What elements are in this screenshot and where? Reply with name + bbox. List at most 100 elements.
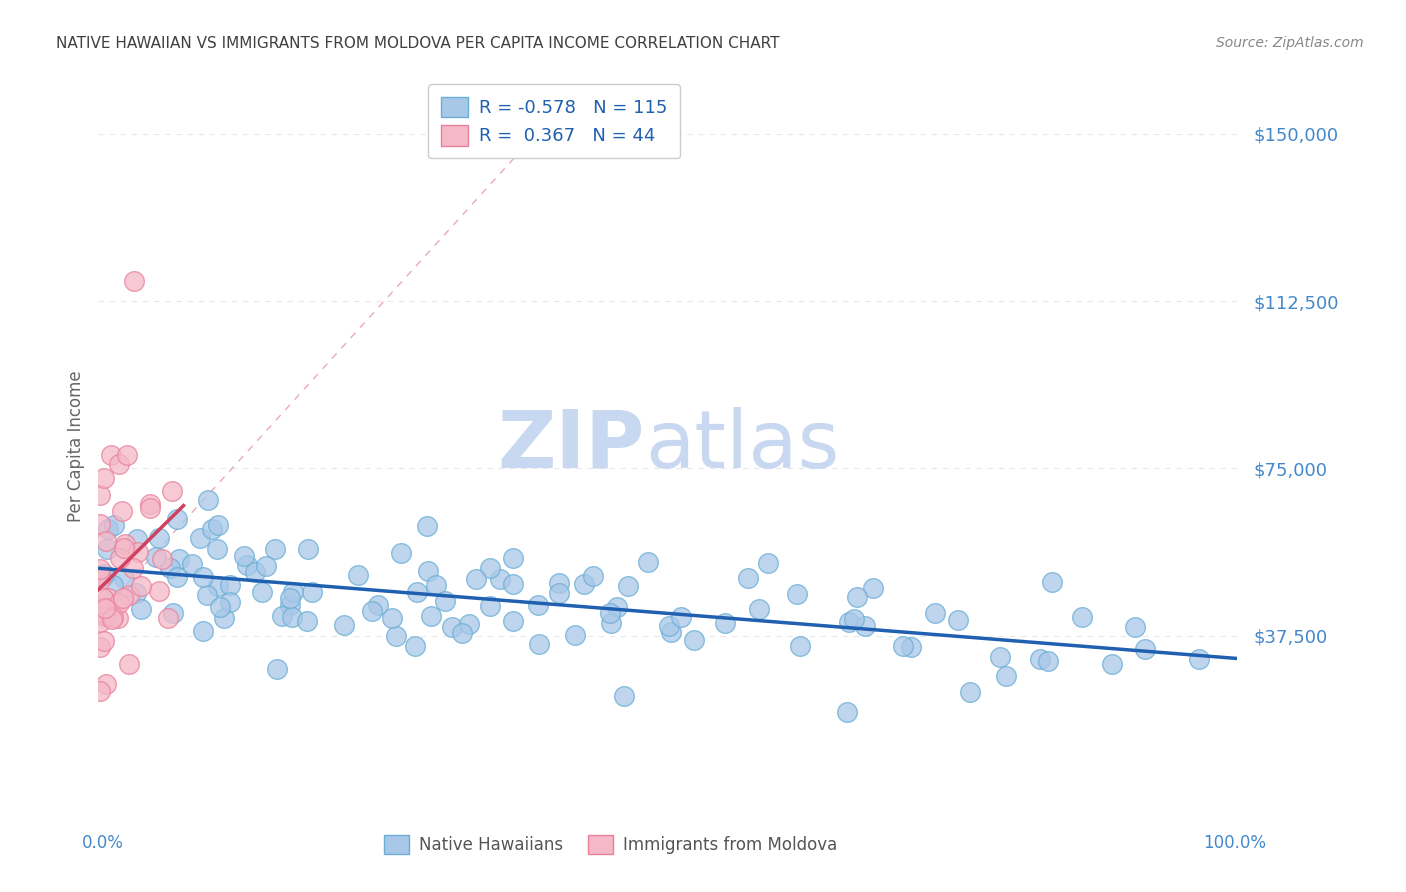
Point: [389, 546, 412, 560]
Point: [96, 542, 118, 557]
Point: [111, 504, 134, 518]
Point: [1071, 610, 1094, 624]
Point: [458, 617, 481, 632]
Point: [209, 599, 232, 614]
Point: [169, 552, 191, 566]
Point: [93, 591, 115, 606]
Point: [527, 598, 550, 612]
Point: [582, 569, 605, 583]
Point: [361, 604, 384, 618]
Point: [1101, 657, 1123, 671]
Point: [488, 572, 510, 586]
Y-axis label: Per Capita Income: Per Capita Income: [66, 370, 84, 522]
Point: [838, 615, 860, 629]
Point: [613, 690, 636, 704]
Text: Source: ZipAtlas.com: Source: ZipAtlas.com: [1216, 36, 1364, 50]
Point: [278, 599, 301, 613]
Point: [250, 585, 273, 599]
Point: [89, 684, 111, 698]
Point: [853, 619, 876, 633]
Point: [118, 657, 141, 671]
Point: [1188, 652, 1211, 666]
Point: [212, 611, 235, 625]
Point: [111, 591, 134, 605]
Point: [479, 599, 502, 613]
Point: [115, 448, 138, 462]
Point: [1135, 641, 1157, 656]
Point: [658, 619, 681, 633]
Point: [89, 640, 111, 654]
Point: [138, 497, 160, 511]
Point: [756, 556, 779, 570]
Point: [108, 457, 131, 471]
Point: [683, 633, 706, 648]
Point: [617, 579, 640, 593]
Point: [145, 550, 167, 565]
Point: [195, 588, 218, 602]
Point: [96, 534, 118, 549]
Point: [125, 586, 148, 600]
Point: [900, 640, 922, 655]
Point: [191, 624, 214, 639]
Point: [236, 558, 259, 572]
Point: [96, 591, 118, 606]
Point: [89, 488, 111, 502]
Point: [150, 551, 173, 566]
Point: [101, 610, 124, 624]
Point: [188, 532, 211, 546]
Point: [748, 602, 770, 616]
Point: [297, 542, 319, 557]
Point: [96, 608, 118, 623]
Point: [93, 567, 115, 582]
Point: [139, 500, 162, 515]
Point: [89, 573, 111, 587]
Point: [254, 559, 277, 574]
Point: [347, 567, 370, 582]
Point: [219, 595, 242, 609]
Point: [162, 606, 184, 620]
Point: [107, 596, 129, 610]
Point: [207, 579, 229, 593]
Point: [271, 609, 294, 624]
Point: [93, 634, 115, 648]
Point: [110, 551, 132, 566]
Point: [737, 571, 759, 585]
Point: [564, 628, 586, 642]
Point: [367, 598, 389, 612]
Point: [127, 545, 149, 559]
Point: [924, 606, 946, 620]
Point: [891, 639, 914, 653]
Point: [600, 615, 623, 630]
Point: [107, 611, 129, 625]
Point: [599, 606, 621, 620]
Point: [103, 518, 125, 533]
Point: [637, 556, 659, 570]
Point: [94, 676, 117, 690]
Point: [89, 517, 111, 532]
Point: [197, 493, 219, 508]
Point: [416, 564, 439, 578]
Point: [148, 583, 170, 598]
Point: [201, 522, 224, 536]
Point: [405, 585, 427, 599]
Point: [381, 611, 404, 625]
Point: [93, 607, 115, 621]
Point: [112, 541, 135, 556]
Point: [122, 274, 145, 288]
Point: [278, 591, 301, 606]
Point: [1029, 651, 1052, 665]
Point: [243, 565, 266, 579]
Point: [93, 568, 115, 582]
Text: atlas: atlas: [645, 407, 839, 485]
Point: [191, 569, 214, 583]
Point: [94, 601, 117, 615]
Point: [1036, 655, 1059, 669]
Point: [478, 561, 501, 575]
Legend: Native Hawaiians, Immigrants from Moldova: Native Hawaiians, Immigrants from Moldov…: [373, 823, 849, 866]
Point: [266, 661, 288, 675]
Point: [835, 705, 858, 719]
Point: [441, 620, 464, 634]
Point: [93, 471, 115, 485]
Point: [205, 541, 228, 556]
Point: [959, 685, 981, 699]
